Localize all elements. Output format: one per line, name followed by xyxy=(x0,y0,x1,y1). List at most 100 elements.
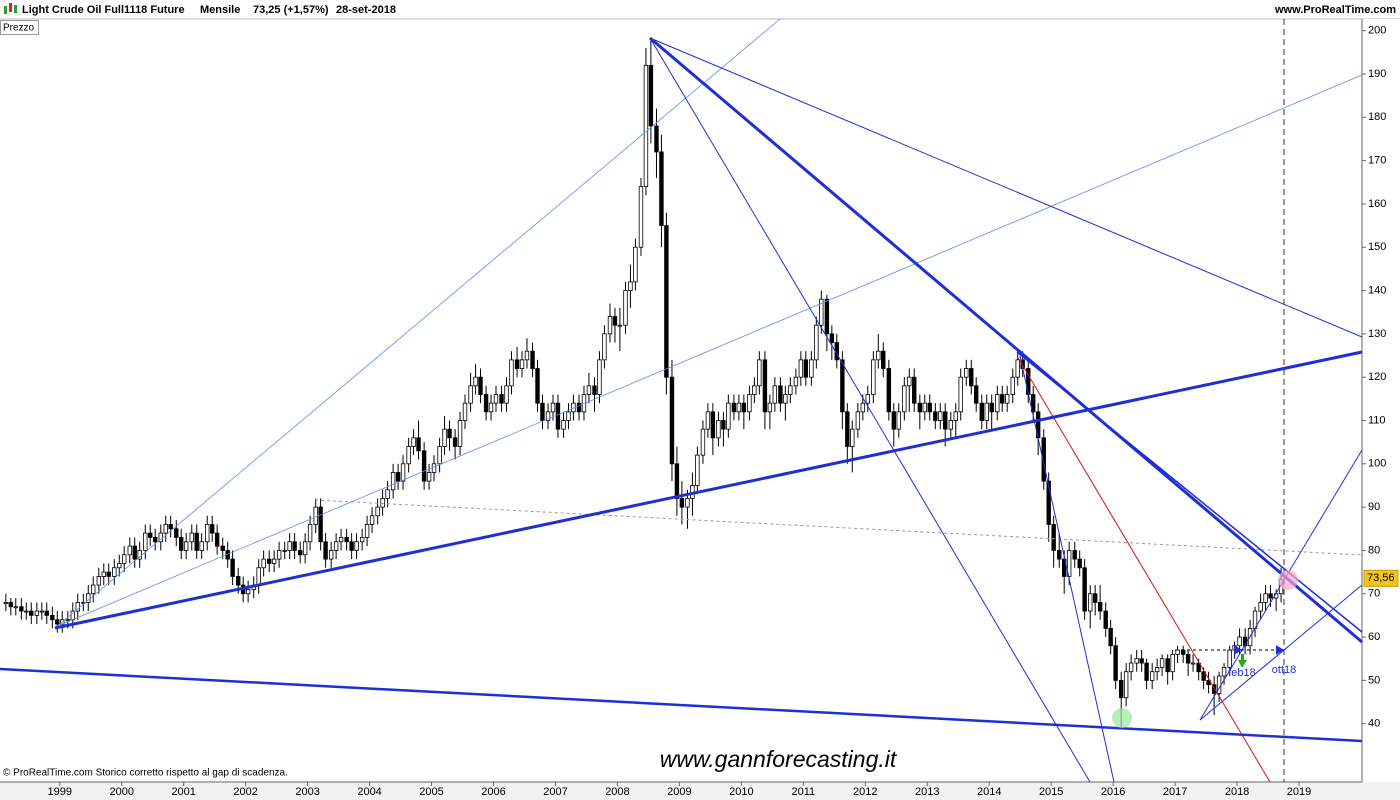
trend-line xyxy=(649,37,1363,338)
x-tick-label: 2010 xyxy=(729,786,753,798)
candle-body xyxy=(819,298,824,326)
header xyxy=(0,0,1400,19)
candle-body xyxy=(426,472,432,482)
candle-body xyxy=(989,402,994,413)
x-tick-label: 2013 xyxy=(915,786,939,798)
candle-body xyxy=(349,541,354,551)
candle-body xyxy=(1004,394,1010,404)
candle-body xyxy=(1134,658,1139,664)
candle-body xyxy=(390,472,396,491)
candle-body xyxy=(478,376,483,395)
y-tick-label: 130 xyxy=(1368,328,1386,340)
candle-body xyxy=(364,524,370,538)
candle-body xyxy=(24,610,29,613)
candle-body xyxy=(891,411,896,430)
candle-body xyxy=(845,411,850,447)
candle-body xyxy=(137,550,142,560)
candle-body xyxy=(163,524,168,534)
y-tick-label: 90 xyxy=(1368,501,1380,513)
candle-body xyxy=(127,545,132,556)
price-badge xyxy=(1363,569,1399,587)
candle-body xyxy=(798,359,804,378)
x-tick-label: 2018 xyxy=(1225,786,1249,798)
candle-body xyxy=(65,619,71,622)
y-tick-label: 200 xyxy=(1368,25,1386,37)
candle-body xyxy=(1015,359,1020,378)
trend-line xyxy=(1199,584,1363,721)
candle-body xyxy=(545,411,551,421)
candle-body xyxy=(1128,662,1134,673)
candle-body xyxy=(323,541,328,560)
candle-body xyxy=(302,541,308,556)
candle-body xyxy=(824,298,830,335)
candle-body xyxy=(91,584,96,595)
candle-body xyxy=(488,402,494,413)
candle-body xyxy=(793,376,799,387)
candle-body xyxy=(1082,567,1087,612)
candle-body xyxy=(276,550,282,560)
period: Mensile xyxy=(200,4,240,16)
x-tick-label: 2011 xyxy=(792,786,816,798)
y-tick-label: 110 xyxy=(1368,414,1386,426)
candle-body xyxy=(1119,679,1124,699)
x-tick-label: 2007 xyxy=(543,786,567,798)
y-tick-label: 150 xyxy=(1368,241,1386,253)
candle-body xyxy=(664,225,669,378)
candle-body xyxy=(457,420,463,447)
candle-body xyxy=(143,532,148,551)
candle-body xyxy=(189,532,194,543)
x-tick-label: 2004 xyxy=(357,786,381,798)
candle-body xyxy=(860,402,866,413)
candle-body xyxy=(421,450,427,482)
candle-body xyxy=(168,524,173,530)
candle-body xyxy=(1263,593,1268,603)
candle-body xyxy=(1196,662,1201,673)
y-tick-label: 100 xyxy=(1368,458,1386,470)
y-tick-label: 140 xyxy=(1368,284,1386,296)
candle-body xyxy=(917,402,923,413)
candle-body xyxy=(205,524,210,543)
date: 28-set-2018 xyxy=(336,4,396,16)
candle-body xyxy=(659,151,664,226)
candle-body xyxy=(623,290,628,326)
candle-body xyxy=(788,385,793,395)
candle-body xyxy=(602,333,607,361)
x-tick-label: 2002 xyxy=(233,786,257,798)
candle-body xyxy=(447,428,452,439)
y-tick-label: 50 xyxy=(1368,674,1380,686)
y-axis-area xyxy=(1362,19,1400,782)
candle-body xyxy=(1237,636,1242,647)
candle-body xyxy=(850,428,855,447)
candle-body xyxy=(307,524,313,543)
candle-body xyxy=(29,610,34,616)
candle-body xyxy=(1092,593,1098,603)
candle-body xyxy=(473,376,478,387)
candle-body xyxy=(876,350,881,361)
y-tick-label: 160 xyxy=(1368,198,1386,210)
highlight xyxy=(1278,570,1298,590)
candle-body xyxy=(550,402,556,413)
candle-body xyxy=(385,489,390,499)
candle-body xyxy=(1031,394,1036,413)
candle-body xyxy=(566,411,571,421)
candle-body xyxy=(1154,666,1160,673)
candle-body xyxy=(943,411,948,430)
trend-line xyxy=(1016,355,1271,783)
candle-body xyxy=(948,420,954,430)
x-tick-label: 2008 xyxy=(605,786,629,798)
candle-body xyxy=(617,324,623,327)
candle-body xyxy=(55,619,60,625)
candle-body xyxy=(209,524,215,534)
candle-body xyxy=(881,350,886,369)
candle-body xyxy=(1072,550,1077,560)
axis-label: Prezzo xyxy=(3,23,35,34)
x-tick-label: 2003 xyxy=(295,786,319,798)
candle-body xyxy=(1144,662,1149,681)
candle-body xyxy=(726,402,731,430)
candle-body xyxy=(122,554,127,564)
candle-body xyxy=(96,576,102,586)
candle-body xyxy=(1097,602,1103,612)
price-badge-label: 73,56 xyxy=(1367,572,1395,584)
candle-body xyxy=(953,411,958,421)
y-tick-label: 70 xyxy=(1368,588,1380,600)
